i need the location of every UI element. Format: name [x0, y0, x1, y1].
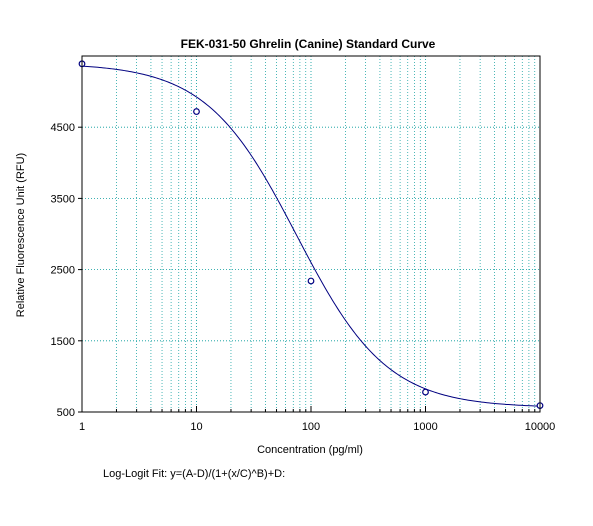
y-tick-label: 1500	[51, 336, 75, 348]
axes-layer	[78, 55, 541, 413]
y-tick-label: 2500	[51, 265, 75, 277]
x-tick-label: 1	[79, 421, 85, 433]
curve-layer	[81, 65, 541, 407]
x-tick-label: 100	[302, 421, 320, 433]
x-tick-label: 1000	[413, 421, 437, 433]
grid-layer	[81, 56, 541, 413]
y-tick-label: 4500	[51, 122, 75, 134]
y-axis-label: Relative Fluorescence Unit (RFU)	[15, 153, 27, 317]
fit-footnote: Log-Logit Fit: y=(A-D)/(1+(x/C)^B)+D:	[103, 468, 285, 480]
tick-label-layer: 1 10 100 1000 10000 500 1500 2500 3500 4500	[51, 122, 556, 433]
data-point	[193, 108, 200, 115]
data-point	[422, 388, 429, 396]
chart-title: FEK-031-50 Ghrelin (Canine) Standard Cur…	[181, 37, 436, 51]
x-axis-label: Concentration (pg/ml)	[257, 444, 363, 456]
y-tick-label: 500	[57, 407, 75, 419]
data-point	[307, 277, 315, 285]
y-tick-label: 3500	[51, 193, 75, 205]
fit-curve	[81, 65, 541, 407]
x-tick-label: 10000	[525, 421, 556, 433]
x-tick-label: 10	[190, 421, 202, 433]
